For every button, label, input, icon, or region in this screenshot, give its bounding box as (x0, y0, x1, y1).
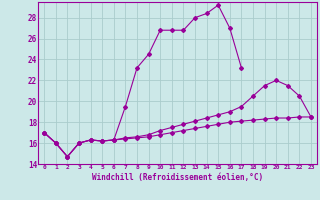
X-axis label: Windchill (Refroidissement éolien,°C): Windchill (Refroidissement éolien,°C) (92, 173, 263, 182)
